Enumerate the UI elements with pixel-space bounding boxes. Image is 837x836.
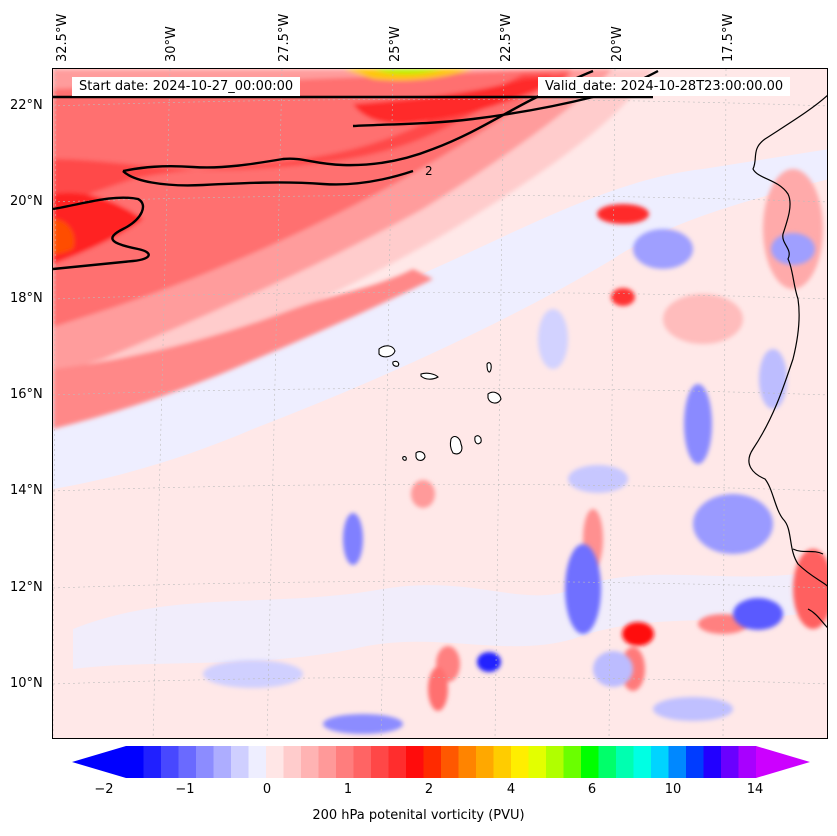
graticule (53, 69, 827, 738)
pv-contour-map: 2 (53, 69, 827, 738)
colorbar-segment (633, 746, 652, 778)
colorbar-tick-1: 1 (343, 782, 353, 797)
colorbar-tick-0: 0 (262, 782, 272, 797)
colorbar-tick-neg1: −1 (175, 782, 195, 797)
colorbar-segment (213, 746, 232, 778)
colorbar-segment (528, 746, 547, 778)
lon-label-30w: 30°W (164, 26, 179, 62)
colorbar-segment (248, 746, 267, 778)
pv-weak-negative-band (53, 149, 827, 489)
colorbar-label: 200 hPa potenital vorticity (PVU) (312, 808, 525, 823)
colorbar-segment (161, 746, 179, 778)
colorbar-segment (721, 746, 739, 778)
colorbar-segment (441, 746, 459, 778)
lon-label-17-5w: 17.5°W (721, 13, 736, 62)
colorbar-segment (178, 746, 197, 778)
colorbar-segment (283, 746, 302, 778)
pv-weak-negative-band-south (73, 569, 827, 669)
colorbar-segment (336, 746, 354, 778)
colorbar-segment (651, 746, 669, 778)
colorbar-segment (353, 746, 372, 778)
colorbar-segment (406, 746, 424, 778)
colorbar-under-arrow (72, 746, 126, 778)
lat-label-16n: 16°N (10, 387, 43, 402)
pv-2pvu-contour (53, 69, 659, 271)
colorbar-segment (143, 746, 162, 778)
colorbar-segment (581, 746, 599, 778)
colorbar-tick-2: 2 (424, 782, 434, 797)
colorbar-segment (616, 746, 634, 778)
colorbar-segment (371, 746, 389, 778)
colorbar-segment (301, 746, 319, 778)
cape-verde-islands (378, 345, 502, 461)
colorbar-segment (738, 746, 757, 778)
coastline (748, 94, 827, 628)
colorbar-tick-6: 6 (587, 782, 597, 797)
lat-label-22n: 22°N (10, 98, 43, 113)
contour-label-2: 2 (425, 164, 433, 178)
colorbar-segment (388, 746, 407, 778)
lat-label-12n: 12°N (10, 580, 43, 595)
colorbar-over-arrow (756, 746, 810, 778)
colorbar-tick-4: 4 (506, 782, 516, 797)
colorbar-segment (493, 746, 512, 778)
pv-negative-blobs (203, 229, 815, 734)
pv-colorbar (72, 746, 810, 778)
colorbar-segment (126, 746, 144, 778)
colorbar-segment (423, 746, 442, 778)
colorbar-segment (686, 746, 704, 778)
lat-label-20n: 20°N (10, 194, 43, 209)
colorbar-segment (318, 746, 337, 778)
lat-label-18n: 18°N (10, 291, 43, 306)
colorbar-segment (196, 746, 214, 778)
lon-label-32-5w: 32.5°W (55, 13, 70, 62)
colorbar-tick-14: 14 (746, 782, 764, 797)
colorbar-segment (703, 746, 722, 778)
map-plot-area: 2 (52, 68, 828, 739)
lon-label-22-5w: 22.5°W (499, 13, 514, 62)
colorbar-segment (266, 746, 284, 778)
valid-date-label: Valid_date: 2024-10-28T23:00:00.00 (538, 77, 791, 96)
lat-label-10n: 10°N (10, 676, 43, 691)
colorbar-segment (458, 746, 477, 778)
lat-label-14n: 14°N (10, 483, 43, 498)
colorbar-segment (476, 746, 494, 778)
colorbar-segment (546, 746, 564, 778)
colorbar-segment (511, 746, 529, 778)
colorbar-segment (668, 746, 687, 778)
lon-label-25w: 25°W (388, 26, 403, 62)
colorbar-segment (563, 746, 582, 778)
lon-label-20w: 20°W (610, 26, 625, 62)
lon-label-27-5w: 27.5°W (277, 13, 292, 62)
colorbar-tick-neg2: −2 (94, 782, 114, 797)
colorbar-segment (598, 746, 617, 778)
colorbar-segment (231, 746, 249, 778)
start-date-label: Start date: 2024-10-27_00:00:00 (72, 77, 301, 96)
colorbar-segments (126, 746, 757, 778)
colorbar-tick-10: 10 (664, 782, 682, 797)
